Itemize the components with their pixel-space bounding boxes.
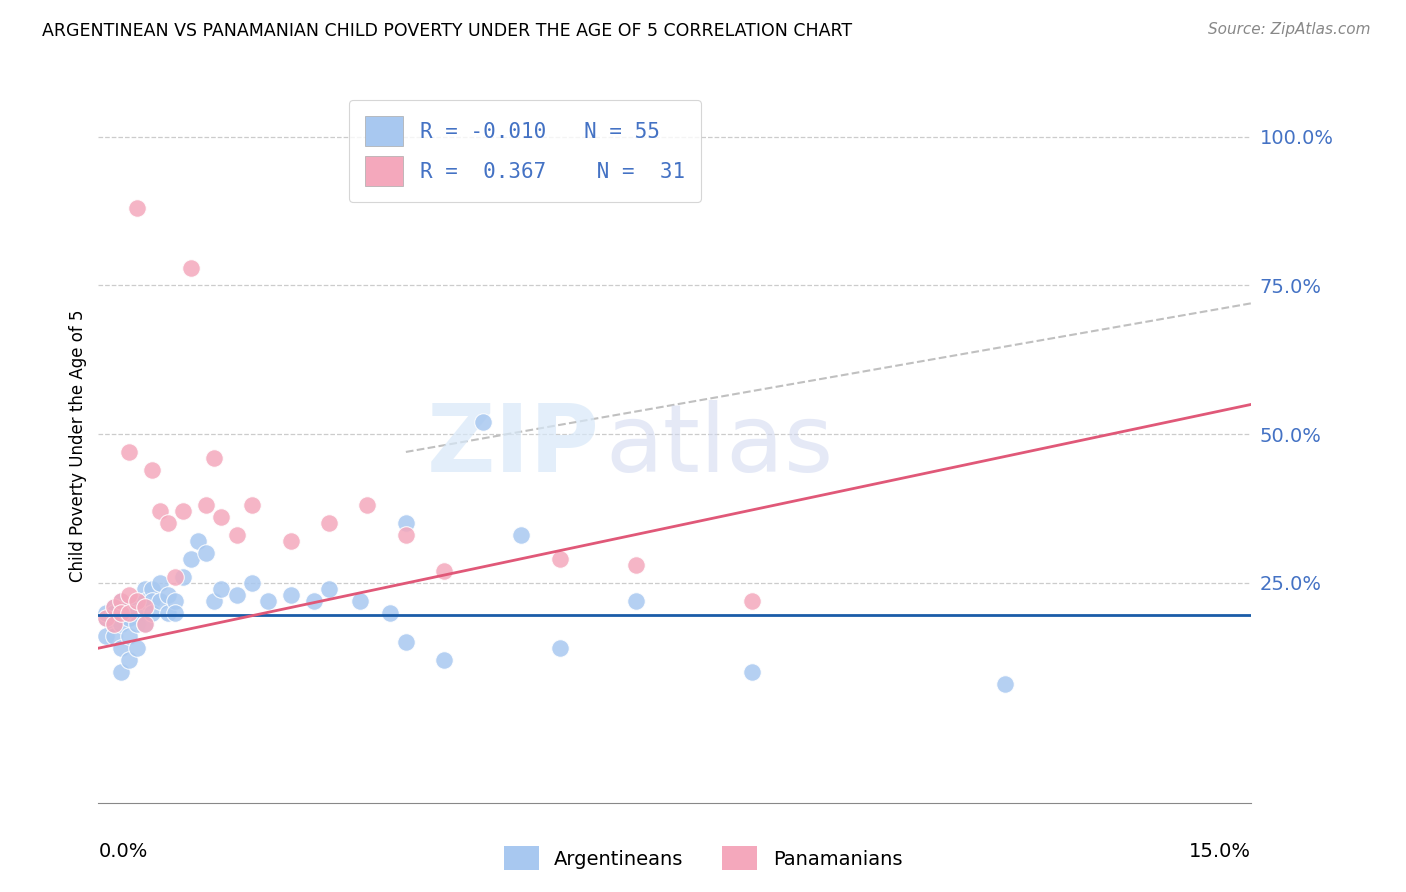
Point (110, 617, 132, 632)
Point (110, 606, 132, 620)
Point (103, 617, 125, 632)
Point (741, 593, 763, 607)
Point (141, 582, 163, 596)
Point (256, 593, 278, 607)
Point (395, 528, 418, 542)
Point (118, 629, 141, 643)
Point (433, 564, 456, 578)
Point (156, 588, 179, 602)
Point (471, 415, 494, 429)
Point (110, 593, 132, 607)
Point (302, 593, 325, 607)
Point (240, 499, 263, 513)
Point (209, 582, 232, 596)
Point (141, 606, 163, 620)
Legend: R = -0.010   N = 55, R =  0.367    N =  31: R = -0.010 N = 55, R = 0.367 N = 31 (349, 100, 702, 202)
Point (94, 629, 117, 643)
Point (180, 260, 202, 275)
Point (94, 611, 117, 625)
Point (149, 575, 172, 590)
Point (103, 599, 125, 614)
Point (110, 665, 132, 679)
Point (280, 534, 302, 549)
Point (356, 499, 378, 513)
Point (172, 570, 194, 584)
Point (165, 570, 187, 584)
Point (134, 617, 156, 632)
Point (280, 588, 302, 602)
Point (134, 582, 156, 596)
Point (195, 546, 218, 560)
Point (994, 677, 1017, 691)
Point (149, 504, 172, 518)
Point (741, 665, 763, 679)
Point (165, 606, 187, 620)
Point (134, 593, 156, 607)
Point (156, 606, 179, 620)
Point (118, 653, 141, 667)
Text: 15.0%: 15.0% (1189, 842, 1251, 861)
Point (225, 588, 247, 602)
Point (94, 606, 117, 620)
Point (103, 629, 125, 643)
Point (103, 606, 125, 620)
Point (125, 593, 148, 607)
Point (510, 528, 533, 542)
Point (118, 606, 141, 620)
Text: ARGENTINEAN VS PANAMANIAN CHILD POVERTY UNDER THE AGE OF 5 CORRELATION CHART: ARGENTINEAN VS PANAMANIAN CHILD POVERTY … (42, 22, 852, 40)
Point (225, 528, 247, 542)
Point (548, 641, 571, 656)
Point (180, 552, 202, 566)
Text: 0.0%: 0.0% (98, 842, 148, 861)
Point (626, 593, 648, 607)
Point (110, 641, 132, 656)
Point (118, 588, 141, 602)
Point (118, 611, 141, 625)
Point (240, 575, 263, 590)
Point (141, 593, 163, 607)
Point (110, 593, 132, 607)
Text: Source: ZipAtlas.com: Source: ZipAtlas.com (1208, 22, 1371, 37)
Point (380, 606, 402, 620)
Point (349, 593, 371, 607)
Point (125, 617, 148, 632)
Point (118, 445, 141, 459)
Point (156, 516, 179, 531)
Point (202, 450, 225, 465)
Point (209, 510, 232, 524)
Point (134, 617, 156, 632)
Point (202, 593, 225, 607)
Point (548, 552, 571, 566)
Point (125, 606, 148, 620)
Legend: Argentineans, Panamanians: Argentineans, Panamanians (496, 838, 910, 878)
Point (318, 516, 340, 531)
Point (110, 606, 132, 620)
Text: atlas: atlas (606, 400, 834, 492)
Point (125, 593, 148, 607)
Point (165, 593, 187, 607)
Point (318, 582, 340, 596)
Point (103, 617, 125, 632)
Point (395, 635, 418, 649)
Point (187, 534, 209, 549)
Point (149, 593, 172, 607)
Point (125, 201, 148, 215)
Point (125, 641, 148, 656)
Text: ZIP: ZIP (427, 400, 600, 492)
Point (433, 653, 456, 667)
Point (141, 463, 163, 477)
Point (94, 611, 117, 625)
Point (103, 599, 125, 614)
Y-axis label: Child Poverty Under the Age of 5: Child Poverty Under the Age of 5 (69, 310, 87, 582)
Point (134, 599, 156, 614)
Point (395, 516, 418, 531)
Point (172, 504, 194, 518)
Point (626, 558, 648, 572)
Point (118, 599, 141, 614)
Point (195, 499, 218, 513)
